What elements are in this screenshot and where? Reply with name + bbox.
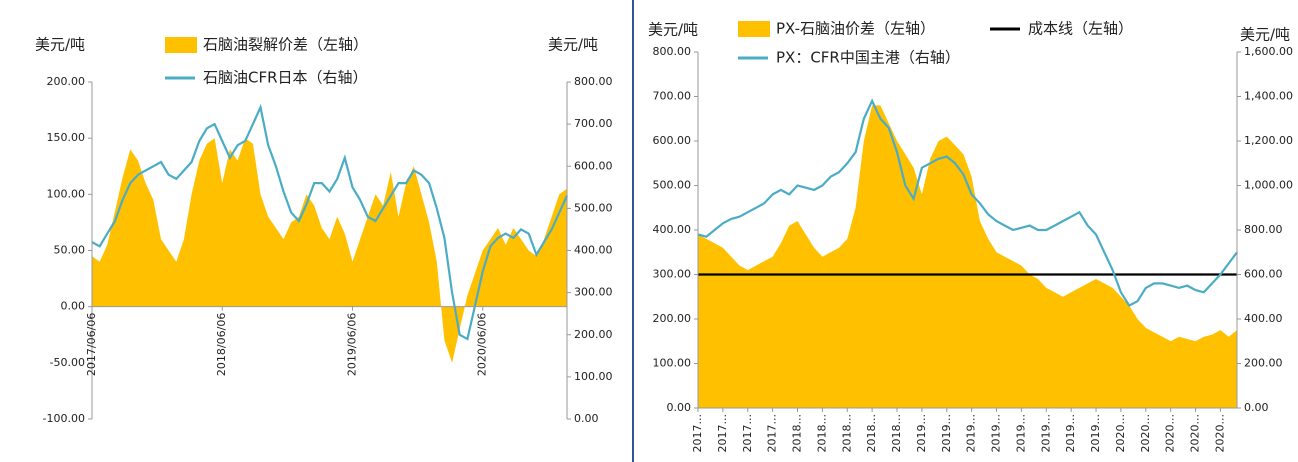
legend-swatch: [165, 37, 197, 53]
line: [91, 103, 569, 341]
x-tick-label: 2019...: [965, 414, 978, 452]
y-tick-label: 150.00: [47, 131, 86, 144]
y2-tick-label: 1,600.00: [1244, 45, 1293, 58]
x-tick-label: 2019/06/06: [345, 313, 358, 376]
y2-axis-unit: 美元/吨: [1240, 26, 1290, 44]
legend-label: 成本线（左轴）: [1028, 20, 1133, 38]
y2-tick-label: 0.00: [574, 412, 599, 425]
y-tick-label: 50.00: [54, 244, 86, 257]
x-tick-label: 2019...: [1064, 414, 1077, 452]
legend-label: 石脑油CFR日本（右轴）: [203, 69, 368, 87]
y-tick-label: 200.00: [47, 75, 86, 88]
x-tick-label: 2017...: [691, 414, 704, 452]
x-tick-label: 2020...: [1114, 414, 1127, 452]
x-tick-label: 2019...: [915, 414, 928, 452]
x-tick-label: 2019...: [1039, 414, 1052, 452]
y2-tick-label: 800.00: [1244, 223, 1283, 236]
y2-tick-label: 800.00: [574, 75, 613, 88]
y2-tick-label: 1,200.00: [1244, 134, 1293, 147]
y-tick-label: 800.00: [653, 45, 692, 58]
x-tick-label: 2017...: [716, 414, 729, 452]
x-tick-label: 2020...: [1189, 414, 1202, 452]
y2-tick-label: 100.00: [574, 370, 613, 383]
y-tick-label: 300.00: [653, 268, 692, 281]
y-tick-label: 500.00: [653, 179, 692, 192]
y2-axis-unit: 美元/吨: [548, 36, 598, 54]
x-tick-label: 2018...: [815, 414, 828, 452]
x-tick-label: 2019...: [1089, 414, 1102, 452]
y-tick-label: 100.00: [47, 187, 86, 200]
x-tick-label: 2020...: [1213, 414, 1226, 452]
y-tick-label: 100.00: [653, 357, 692, 370]
y-tick-label: 400.00: [653, 223, 692, 236]
y-axis-unit: 美元/吨: [648, 21, 698, 39]
y2-tick-label: 600.00: [1244, 268, 1283, 281]
y2-tick-label: 200.00: [574, 328, 613, 341]
y-tick-label: 0.00: [61, 300, 86, 313]
legend-label: PX-石脑油价差（左轴）: [776, 20, 935, 38]
y-tick-label: -50.00: [50, 356, 85, 369]
y2-tick-label: 700.00: [574, 117, 613, 130]
y-tick-label: 600.00: [653, 134, 692, 147]
y-tick-label: 200.00: [653, 312, 692, 325]
x-tick-label: 2017...: [741, 414, 754, 452]
y-tick-label: -100.00: [43, 412, 85, 425]
legend-swatch: [738, 21, 770, 37]
y-tick-label: 0.00: [667, 401, 692, 414]
y2-tick-label: 300.00: [574, 286, 613, 299]
x-tick-label: 2018/06/06: [215, 313, 228, 376]
line: [697, 98, 1238, 308]
y-tick-label: 700.00: [653, 90, 692, 103]
x-tick-label: 2018...: [890, 414, 903, 452]
x-tick-label: 2018...: [865, 414, 878, 452]
x-tick-label: 2017...: [766, 414, 779, 452]
y2-tick-label: 500.00: [574, 201, 613, 214]
legend-label: 石脑油裂解价差（左轴）: [203, 36, 368, 54]
x-tick-label: 2018...: [791, 414, 804, 452]
x-tick-label: 2019...: [1014, 414, 1027, 452]
x-tick-label: 2019...: [940, 414, 953, 452]
y2-tick-label: 600.00: [574, 159, 613, 172]
y-axis-unit: 美元/吨: [35, 36, 85, 54]
x-tick-label: 2020...: [1139, 414, 1152, 452]
x-tick-label: 2017/06/06: [85, 313, 98, 376]
y2-tick-label: 400.00: [574, 244, 613, 257]
y2-tick-label: 200.00: [1244, 357, 1283, 370]
x-tick-label: 2020/06/06: [476, 313, 489, 376]
x-tick-label: 2019...: [990, 414, 1003, 452]
x-tick-label: 2018...: [840, 414, 853, 452]
legend-label: PX：CFR中国主港（右轴）: [776, 49, 960, 67]
y2-tick-label: 0.00: [1244, 401, 1269, 414]
y2-tick-label: 400.00: [1244, 312, 1283, 325]
x-tick-label: 2020...: [1164, 414, 1177, 452]
area: [698, 105, 1237, 409]
y2-tick-label: 1,000.00: [1244, 179, 1293, 192]
y2-tick-label: 1,400.00: [1244, 90, 1293, 103]
